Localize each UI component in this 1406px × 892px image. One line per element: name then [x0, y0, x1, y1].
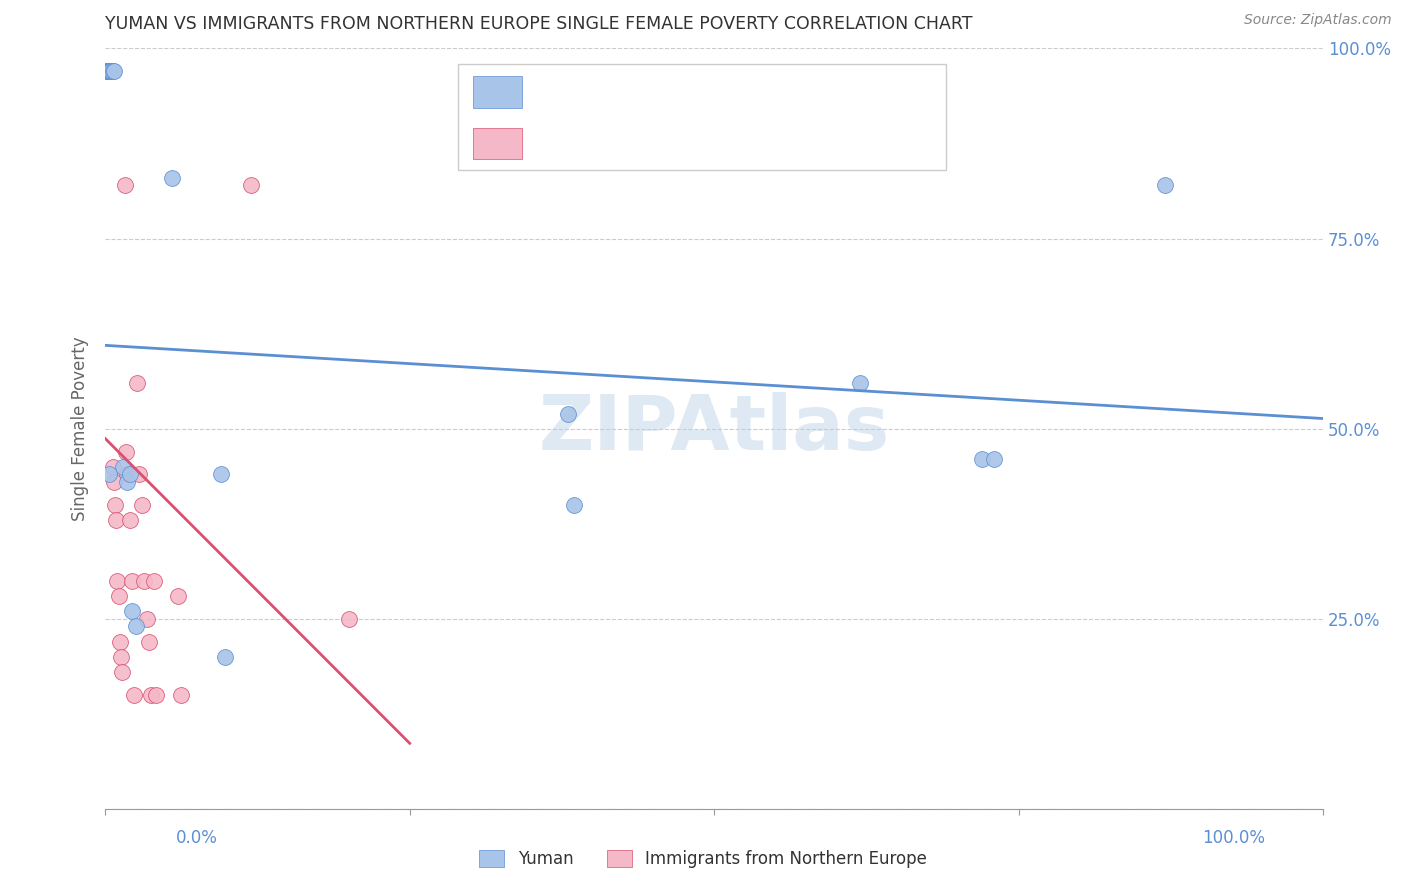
Point — [112, 459, 135, 474]
Point — [135, 612, 157, 626]
Point — [121, 574, 143, 588]
Point — [118, 513, 141, 527]
Point — [115, 467, 138, 482]
Point — [1153, 178, 1175, 193]
Point — [124, 688, 146, 702]
Point — [101, 459, 124, 474]
Point — [101, 64, 124, 78]
Point — [115, 444, 138, 458]
Point — [167, 589, 190, 603]
Point — [134, 574, 156, 588]
Point — [103, 475, 125, 489]
Point — [125, 376, 148, 390]
Point — [97, 64, 120, 78]
Point — [100, 64, 122, 78]
Text: ZIPAtlas: ZIPAtlas — [538, 392, 890, 466]
Y-axis label: Single Female Poverty: Single Female Poverty — [72, 336, 89, 521]
Point — [131, 498, 153, 512]
Text: 0.0%: 0.0% — [176, 829, 218, 847]
Text: 100.0%: 100.0% — [1202, 829, 1265, 847]
Point — [118, 467, 141, 482]
Point — [972, 452, 994, 467]
Point — [138, 634, 160, 648]
Point — [110, 649, 132, 664]
Text: YUMAN VS IMMIGRANTS FROM NORTHERN EUROPE SINGLE FEMALE POVERTY CORRELATION CHART: YUMAN VS IMMIGRANTS FROM NORTHERN EUROPE… — [105, 15, 973, 33]
Point — [103, 64, 125, 78]
Point — [97, 64, 120, 78]
Point — [104, 498, 127, 512]
Point — [124, 619, 146, 633]
Point — [114, 178, 136, 193]
Point — [337, 612, 360, 626]
Point — [98, 64, 121, 78]
Point — [128, 467, 150, 482]
Point — [105, 513, 128, 527]
Point — [849, 376, 872, 390]
Point — [170, 688, 193, 702]
Point — [115, 475, 138, 489]
Point — [111, 665, 134, 679]
Point — [209, 467, 232, 482]
Point — [98, 64, 121, 78]
Point — [983, 452, 1005, 467]
Point — [160, 170, 183, 185]
Point — [97, 467, 120, 482]
Text: Source: ZipAtlas.com: Source: ZipAtlas.com — [1244, 13, 1392, 28]
Point — [107, 589, 129, 603]
Point — [100, 64, 122, 78]
Point — [105, 574, 128, 588]
Point — [121, 604, 143, 618]
Point — [108, 634, 131, 648]
Point — [145, 688, 167, 702]
Point — [562, 498, 585, 512]
Point — [214, 649, 236, 664]
Point — [141, 688, 163, 702]
Point — [557, 407, 579, 421]
Point — [97, 64, 120, 78]
Point — [142, 574, 165, 588]
Legend: Yuman, Immigrants from Northern Europe: Yuman, Immigrants from Northern Europe — [472, 843, 934, 875]
Point — [240, 178, 263, 193]
Point — [96, 64, 118, 78]
